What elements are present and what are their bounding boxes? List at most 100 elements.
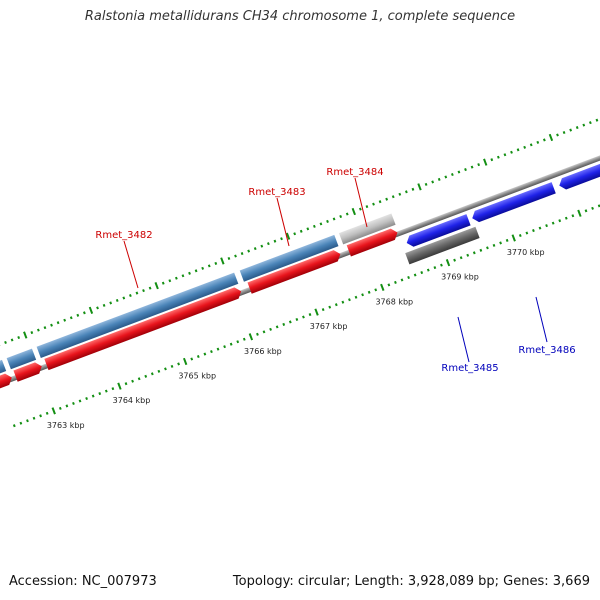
forward-minor-tick bbox=[109, 301, 113, 305]
forward-minor-tick bbox=[339, 214, 343, 219]
reverse-minor-tick bbox=[65, 404, 69, 408]
forward-major-tick bbox=[285, 232, 291, 240]
tick-label: 3765 kbp bbox=[178, 372, 216, 381]
reverse-minor-tick bbox=[551, 221, 555, 225]
forward-minor-tick bbox=[299, 229, 303, 233]
reverse-major-tick bbox=[117, 382, 122, 390]
forward-minor-tick bbox=[556, 133, 559, 137]
forward-minor-tick bbox=[142, 289, 145, 293]
forward-minor-tick bbox=[385, 197, 389, 201]
reverse-major-tick bbox=[380, 283, 385, 292]
reverse-minor-tick bbox=[157, 369, 161, 373]
forward-minor-tick bbox=[319, 222, 323, 226]
forward-minor-tick bbox=[391, 195, 395, 199]
gene-rmet-3485-pseudo[interactable] bbox=[405, 226, 480, 265]
forward-minor-tick bbox=[102, 303, 106, 307]
reverse-minor-tick bbox=[295, 317, 299, 322]
gene-label-rmet-3486[interactable]: Rmet_3486 bbox=[518, 345, 575, 356]
gene-callouts: Rmet_3482 Rmet_3483 Rmet_3484 Rmet_3485 … bbox=[95, 167, 575, 374]
forward-gene-small[interactable] bbox=[6, 348, 37, 370]
tick-label: 3763 kbp bbox=[47, 421, 85, 430]
reverse-minor-tick bbox=[518, 233, 522, 238]
reverse-minor-tick bbox=[492, 243, 496, 247]
reverse-minor-tick bbox=[302, 315, 305, 319]
reverse-minor-tick bbox=[282, 322, 286, 326]
tick-label: 3764 kbp bbox=[113, 396, 151, 405]
forward-minor-tick bbox=[273, 239, 277, 243]
forward-minor-tick bbox=[135, 291, 139, 295]
forward-minor-tick bbox=[63, 318, 67, 322]
reverse-minor-tick bbox=[394, 280, 397, 284]
forward-minor-tick bbox=[214, 261, 218, 265]
gene-label-rmet-3485[interactable]: Rmet_3485 bbox=[441, 363, 498, 374]
forward-minor-tick bbox=[69, 316, 73, 320]
forward-minor-tick bbox=[280, 237, 283, 241]
reverse-minor-tick bbox=[78, 399, 82, 403]
forward-minor-tick bbox=[96, 306, 99, 310]
gene-rmet-3484-pseudo[interactable] bbox=[338, 213, 396, 245]
reverse-minor-tick bbox=[288, 320, 292, 324]
reverse-minor-tick bbox=[269, 327, 272, 331]
gene-rmet-3484-cds[interactable] bbox=[346, 227, 400, 257]
reverse-gene-partial-right[interactable] bbox=[557, 149, 600, 191]
gene-rmet-3482-gene[interactable] bbox=[36, 272, 239, 359]
forward-cds-small[interactable] bbox=[13, 361, 43, 382]
forward-minor-tick bbox=[253, 247, 257, 251]
reverse-minor-tick bbox=[91, 394, 95, 398]
reverse-minor-tick bbox=[453, 258, 456, 262]
forward-minor-tick bbox=[4, 340, 7, 344]
forward-cds-partial-left[interactable] bbox=[0, 372, 14, 395]
reverse-minor-tick bbox=[58, 406, 62, 410]
reverse-minor-tick bbox=[19, 421, 23, 425]
reverse-major-tick bbox=[51, 407, 56, 415]
reverse-minor-tick bbox=[104, 389, 108, 393]
reverse-minor-tick bbox=[459, 256, 463, 260]
callout-line-rmet-3486 bbox=[535, 296, 548, 343]
forward-major-tick bbox=[220, 257, 225, 265]
forward-minor-tick bbox=[398, 192, 402, 196]
gene-rmet-3486-gene[interactable] bbox=[470, 182, 556, 224]
reverse-minor-tick bbox=[45, 411, 49, 415]
reverse-minor-tick bbox=[190, 357, 194, 361]
reverse-minor-tick bbox=[433, 266, 437, 270]
reverse-minor-tick bbox=[98, 392, 102, 396]
forward-minor-tick bbox=[404, 190, 408, 194]
reverse-minor-tick bbox=[479, 248, 483, 252]
reverse-minor-tick bbox=[216, 347, 220, 351]
reverse-minor-tick bbox=[85, 397, 88, 401]
reverse-minor-tick bbox=[32, 416, 36, 420]
reverse-minor-tick bbox=[558, 219, 562, 223]
reverse-minor-tick bbox=[367, 290, 371, 294]
reverse-minor-tick bbox=[275, 325, 279, 329]
forward-minor-tick bbox=[181, 274, 185, 278]
reverse-minor-tick bbox=[584, 209, 588, 213]
reverse-minor-tick bbox=[374, 288, 378, 292]
gene-label-rmet-3483[interactable]: Rmet_3483 bbox=[248, 187, 305, 198]
reverse-minor-tick bbox=[229, 342, 233, 346]
reverse-major-tick bbox=[182, 357, 188, 366]
gene-rmet-3482-cds[interactable] bbox=[44, 286, 243, 371]
forward-minor-tick bbox=[365, 205, 369, 209]
reverse-major-tick bbox=[314, 308, 319, 316]
reverse-minor-tick bbox=[137, 377, 141, 381]
gene-rmet-3483-cds[interactable] bbox=[247, 248, 342, 294]
reverse-minor-tick bbox=[144, 374, 148, 378]
gene-label-rmet-3482[interactable]: Rmet_3482 bbox=[95, 230, 152, 241]
forward-minor-tick bbox=[523, 145, 527, 149]
forward-minor-tick bbox=[50, 323, 53, 327]
gene-label-rmet-3484[interactable]: Rmet_3484 bbox=[326, 167, 383, 178]
forward-minor-tick bbox=[490, 158, 494, 162]
forward-minor-tick bbox=[536, 140, 540, 144]
gene-rmet-3485-gene[interactable] bbox=[405, 214, 471, 248]
reverse-minor-tick bbox=[39, 414, 42, 418]
gene-rmet-3483-gene[interactable] bbox=[239, 234, 339, 282]
reverse-minor-tick bbox=[472, 251, 476, 255]
forward-minor-tick bbox=[372, 202, 375, 206]
callout-line-rmet-3484 bbox=[354, 177, 368, 228]
forward-minor-tick bbox=[464, 168, 467, 172]
reverse-minor-tick bbox=[341, 300, 345, 304]
forward-minor-tick bbox=[247, 249, 251, 253]
forward-minor-tick bbox=[312, 224, 316, 228]
reverse-minor-tick bbox=[486, 246, 489, 250]
reverse-minor-tick bbox=[262, 330, 266, 334]
